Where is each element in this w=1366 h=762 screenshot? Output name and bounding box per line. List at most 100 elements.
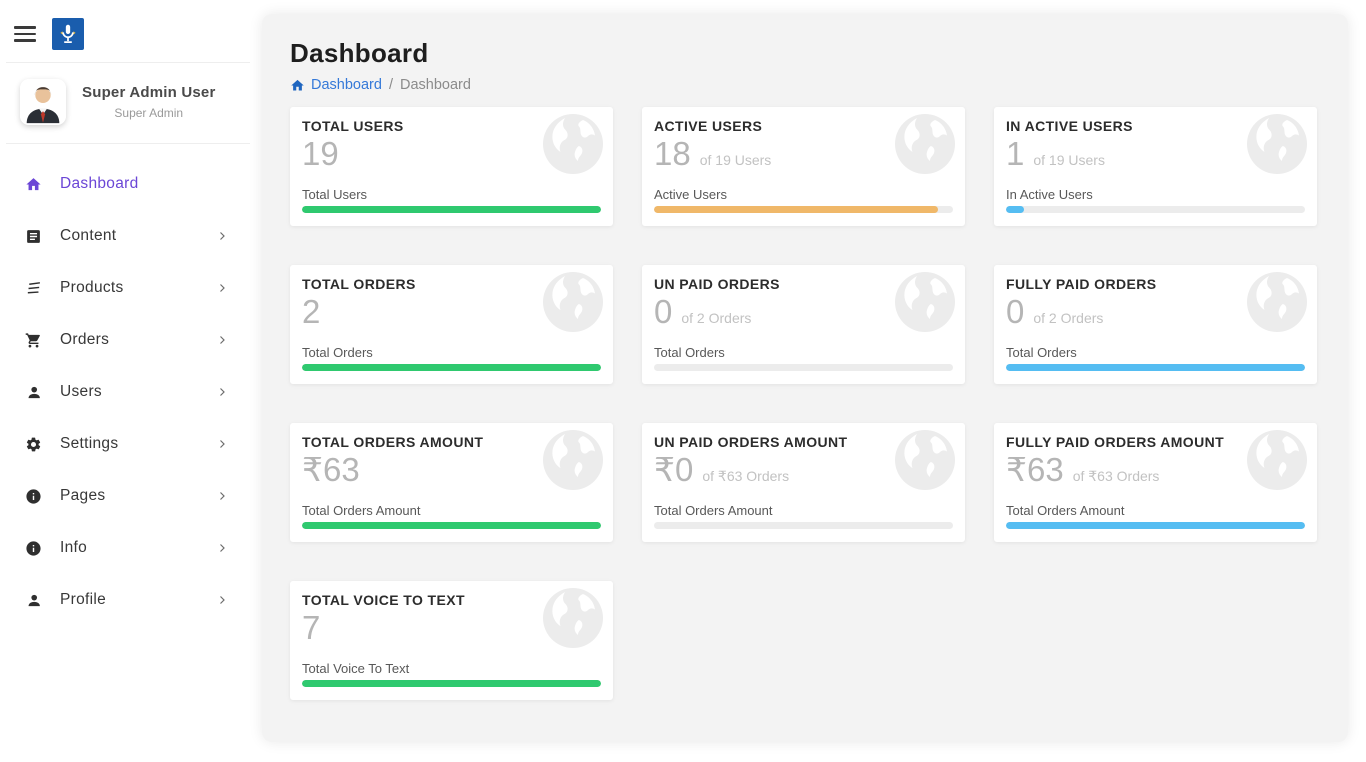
card-title: FULLY PAID ORDERS <box>1006 276 1157 292</box>
pages-icon <box>24 487 42 505</box>
sidebar-item-dashboard[interactable]: Dashboard <box>0 158 250 210</box>
stat-card-total-users: TOTAL USERS 19 Total Users <box>290 107 613 226</box>
sidebar-item-label: Content <box>60 227 117 244</box>
sidebar-item-pages[interactable]: Pages <box>0 470 250 522</box>
user-profile[interactable]: Super Admin User Super Admin <box>0 63 250 143</box>
sidebar-divider <box>6 143 250 144</box>
sidebar-item-settings[interactable]: Settings <box>0 418 250 470</box>
stat-card-fully-paid-orders: FULLY PAID ORDERS 0 of 2 Orders Total Ord… <box>994 265 1317 384</box>
chevron-right-icon <box>216 542 228 554</box>
breadcrumb-separator: / <box>388 77 393 93</box>
globe-icon <box>895 114 955 174</box>
sidebar-header <box>0 0 250 62</box>
users-icon <box>24 383 42 401</box>
progress-bar <box>302 522 601 529</box>
sidebar-item-products[interactable]: Products <box>0 262 250 314</box>
card-label: Total Orders <box>302 345 373 360</box>
info-icon <box>24 539 42 557</box>
globe-icon <box>1247 272 1307 332</box>
products-icon <box>24 279 42 297</box>
card-value: ₹0 <box>654 451 694 488</box>
settings-icon <box>24 435 42 453</box>
breadcrumb-current: Dashboard <box>399 77 471 93</box>
sidebar-item-users[interactable]: Users <box>0 366 250 418</box>
card-title: TOTAL ORDERS AMOUNT <box>302 434 484 450</box>
chevron-right-icon <box>216 334 228 346</box>
card-label: Total Orders Amount <box>654 503 773 518</box>
sidebar-item-profile[interactable]: Profile <box>0 574 250 626</box>
card-subvalue: of ₹63 Orders <box>1072 468 1160 484</box>
progress-bar <box>654 522 953 529</box>
card-label: Total Orders Amount <box>1006 503 1125 518</box>
sidebar-item-label: Products <box>60 279 124 296</box>
card-title: TOTAL USERS <box>302 118 404 134</box>
content-panel: Dashboard Dashboard / Dashboard TOTAL US… <box>262 14 1348 742</box>
sidebar-item-label: Profile <box>60 591 107 608</box>
card-title: UN PAID ORDERS AMOUNT <box>654 434 848 450</box>
card-value: ₹63 <box>1006 451 1064 488</box>
microphone-logo[interactable] <box>52 18 84 50</box>
user-name: Super Admin User <box>82 84 216 101</box>
stat-card-total-orders-amount: TOTAL ORDERS AMOUNT ₹63 Total Orders Amo… <box>290 423 613 542</box>
sidebar-item-orders[interactable]: Orders <box>0 314 250 366</box>
home-icon <box>291 79 304 90</box>
menu-icon[interactable] <box>14 22 36 46</box>
sidebar-item-label: Users <box>60 383 102 400</box>
card-label: In Active Users <box>1006 187 1093 202</box>
globe-icon <box>895 430 955 490</box>
home-icon <box>24 175 42 193</box>
sidebar-item-label: Orders <box>60 331 110 348</box>
chevron-right-icon <box>216 594 228 606</box>
card-label: Active Users <box>654 187 727 202</box>
stat-card-total-orders: TOTAL ORDERS 2 Total Orders <box>290 265 613 384</box>
chevron-right-icon <box>216 230 228 242</box>
stat-card-unpaid-orders: UN PAID ORDERS 0 of 2 Orders Total Orders <box>642 265 965 384</box>
main-area: Dashboard Dashboard / Dashboard TOTAL US… <box>250 0 1366 762</box>
card-subvalue: of 2 Orders <box>1033 310 1104 326</box>
globe-icon <box>543 588 603 648</box>
user-role: Super Admin <box>114 106 184 120</box>
avatar <box>20 79 66 125</box>
globe-icon <box>543 430 603 490</box>
progress-bar <box>654 206 953 213</box>
globe-icon <box>1247 114 1307 174</box>
globe-icon <box>543 114 603 174</box>
page-title: Dashboard <box>290 38 429 68</box>
breadcrumb-link-label: Dashboard <box>311 77 382 93</box>
sidebar-item-info[interactable]: Info <box>0 522 250 574</box>
sidebar-item-content[interactable]: Content <box>0 210 250 262</box>
stat-card-total-voice-to-text: TOTAL VOICE TO TEXT 7 Total Voice To Tex… <box>290 581 613 700</box>
card-label: Total Orders <box>1006 345 1077 360</box>
card-subvalue: of 19 Users <box>1033 152 1105 168</box>
card-value: 0 <box>654 293 673 330</box>
chevron-right-icon <box>216 438 228 450</box>
orders-icon <box>24 331 42 349</box>
sidebar-nav: Dashboard Content Products <box>0 144 250 626</box>
card-value: 2 <box>302 293 321 330</box>
sidebar-item-label: Pages <box>60 487 106 504</box>
card-value: 1 <box>1006 135 1025 172</box>
progress-bar <box>1006 364 1305 371</box>
sidebar-item-label: Settings <box>60 435 119 452</box>
stat-card-active-users: ACTIVE USERS 18 of 19 Users Active Users <box>642 107 965 226</box>
chevron-right-icon <box>216 282 228 294</box>
globe-icon <box>895 272 955 332</box>
progress-bar <box>1006 206 1305 213</box>
progress-bar <box>654 364 953 371</box>
card-title: UN PAID ORDERS <box>654 276 780 292</box>
globe-icon <box>543 272 603 332</box>
sidebar: Super Admin User Super Admin Dashboard C… <box>0 0 250 762</box>
card-value: 19 <box>302 135 339 172</box>
chevron-right-icon <box>216 490 228 502</box>
card-subvalue: of ₹63 Orders <box>702 468 790 484</box>
content-icon <box>24 227 42 245</box>
progress-bar <box>302 206 601 213</box>
card-value: 7 <box>302 609 321 646</box>
card-title: FULLY PAID ORDERS AMOUNT <box>1006 434 1225 450</box>
card-title: IN ACTIVE USERS <box>1006 118 1133 134</box>
sidebar-divider <box>6 62 250 63</box>
breadcrumb-home-link[interactable]: Dashboard <box>290 77 382 93</box>
stat-card-unpaid-orders-amount: UN PAID ORDERS AMOUNT ₹0 of ₹63 Orders To… <box>642 423 965 542</box>
user-info: Super Admin User Super Admin <box>82 84 216 120</box>
